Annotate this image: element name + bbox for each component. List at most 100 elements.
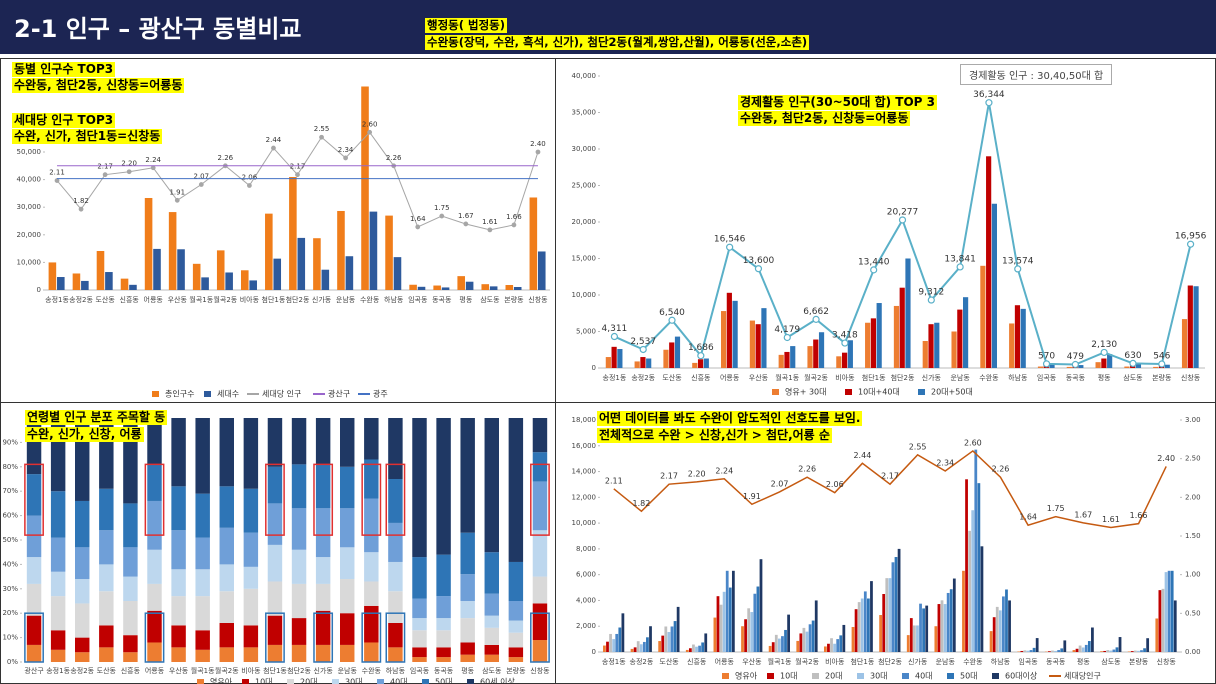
bar (1060, 648, 1064, 652)
legend-label: 총인구수 (165, 389, 194, 399)
bar (725, 570, 729, 652)
highlight-box (361, 612, 382, 663)
bar (72, 273, 81, 290)
annotation: 수완, 신가, 신창, 어룡 (25, 427, 144, 442)
bar-segment (195, 493, 210, 538)
line (613, 449, 1167, 529)
bar-segment (75, 579, 90, 604)
bar (842, 624, 846, 652)
bar-segment (291, 549, 307, 584)
x-tick-label: 신가동 (922, 373, 942, 382)
bar-segment (364, 418, 379, 460)
data-label: 2.11 (49, 169, 65, 177)
bar (957, 309, 963, 368)
bar (750, 612, 754, 652)
bar-segment (508, 561, 524, 601)
legend-swatch (197, 679, 204, 684)
bar-segment (219, 527, 234, 565)
data-label: 546 (1153, 352, 1170, 362)
data-label: 1.67 (458, 212, 474, 220)
x-tick-label: 우산동 (749, 373, 769, 382)
bar-segment (195, 649, 210, 662)
x-tick-label: 송정1동 (45, 295, 69, 304)
bar (995, 606, 999, 652)
bar (646, 637, 649, 652)
bar (537, 251, 546, 290)
data-label: 1.61 (482, 218, 498, 226)
bar (980, 546, 984, 652)
x-tick-label: 동곡동 (1046, 658, 1066, 666)
x-tick-label: 신흥동 (120, 295, 140, 304)
line-marker (927, 296, 935, 304)
y-tick-label: 0.50 (1185, 609, 1201, 617)
bar (934, 626, 938, 652)
bar (667, 632, 671, 652)
y-tick-label: 0% (7, 658, 18, 666)
bar (96, 251, 105, 290)
line-marker (295, 172, 300, 178)
bar (1029, 650, 1033, 652)
y-tick-label: 30% (2, 585, 18, 593)
bar-segment (436, 647, 451, 658)
line-marker (1129, 359, 1137, 368)
highlight-box (530, 463, 550, 536)
y-tick-label: 1.50 (1185, 532, 1201, 540)
legend-swatch (857, 673, 864, 679)
legend-swatch (918, 389, 925, 395)
bar (646, 358, 652, 368)
legend-label: 50대 (435, 678, 453, 684)
y-tick-label: 14,000 (572, 468, 597, 476)
bar (153, 248, 161, 290)
data-label: 2.17 (97, 163, 113, 171)
legend-label: 영유아 (735, 671, 758, 681)
line-marker (511, 222, 517, 228)
bar (385, 215, 393, 290)
x-tick-label: 첨단2동 (286, 295, 310, 304)
y-tick-label: 30,000 (17, 203, 42, 211)
legend-swatch (767, 673, 774, 679)
annotation: 어떤 데이터를 봐도 수완이 압도적인 선호도를 보임. (597, 411, 863, 426)
data-label: 2.06 (242, 174, 258, 182)
y-tick-label: 16,000 (572, 442, 597, 450)
line-marker (439, 213, 445, 219)
x-tick-label: 비아동 (835, 373, 855, 382)
x-tick-label: 첨단1동 (862, 373, 886, 382)
bar (639, 644, 643, 652)
y-tick-label: 2.50 (1185, 455, 1201, 463)
slide-title: 2-1 인구 – 광산구 동별비교 (14, 15, 302, 43)
bar-segment (123, 576, 138, 601)
bar (916, 625, 919, 652)
highlight-box (530, 612, 550, 663)
y-tick-label: 25,000 (572, 182, 597, 190)
legend-label: 60세 이상 (480, 677, 515, 684)
bar (905, 258, 911, 368)
y-tick-label: 0 (37, 286, 41, 294)
y-tick-label: 60% (2, 512, 18, 520)
x-tick-label: 동곡동 (434, 667, 454, 675)
bar (913, 625, 916, 652)
data-label: 1.66 (1130, 511, 1148, 520)
bar (313, 238, 321, 290)
bar (784, 351, 790, 368)
bar (1078, 365, 1084, 368)
bar (704, 633, 708, 652)
x-tick-label: 운남동 (936, 657, 956, 666)
legend-label: 영유아 (210, 677, 233, 684)
data-label: 2.17 (881, 472, 899, 481)
bar-segment (364, 642, 379, 662)
line-marker (78, 206, 84, 212)
x-tick-label: 우산동 (742, 657, 762, 666)
bar-segment (532, 530, 548, 577)
bar-segment (532, 418, 548, 453)
bar-segment (532, 452, 548, 482)
x-tick-label: 어룡동 (145, 666, 165, 675)
bar (755, 324, 761, 368)
bar (1164, 364, 1170, 368)
highlight-box (24, 463, 44, 536)
x-tick-label: 첨단2동 (287, 666, 311, 675)
data-label: 1.91 (743, 492, 761, 501)
x-tick-label: 도산동 (659, 657, 679, 666)
data-label: 20,277 (887, 207, 919, 217)
y-tick-label: 20,000 (17, 231, 42, 239)
x-tick-label: 평동 (461, 666, 474, 675)
